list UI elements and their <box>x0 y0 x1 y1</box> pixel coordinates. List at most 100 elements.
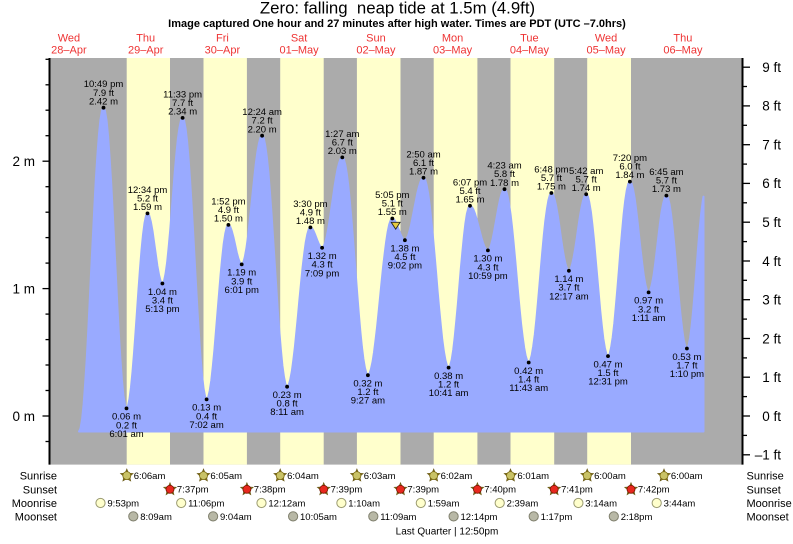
svg-text:1 ft: 1 ft <box>762 370 781 385</box>
svg-text:6.1 ft: 6.1 ft <box>413 158 434 169</box>
svg-text:1:59am: 1:59am <box>428 498 460 509</box>
svg-text:10:05am: 10:05am <box>300 512 337 523</box>
svg-text:Sunset: Sunset <box>23 484 57 496</box>
svg-text:6:01am: 6:01am <box>517 471 549 482</box>
svg-text:3.4 ft: 3.4 ft <box>152 295 173 306</box>
svg-text:1.87 m: 1.87 m <box>409 166 438 177</box>
svg-text:1.59 m: 1.59 m <box>133 202 162 213</box>
svg-text:9:02 pm: 9:02 pm <box>388 261 422 272</box>
svg-text:1.74 m: 1.74 m <box>572 183 601 194</box>
svg-text:5.4 ft: 5.4 ft <box>459 186 480 197</box>
svg-text:3.2 ft: 3.2 ft <box>638 304 659 315</box>
svg-text:11:09am: 11:09am <box>380 512 416 523</box>
svg-text:3:14am: 3:14am <box>585 498 617 509</box>
svg-text:6:03am: 6:03am <box>364 471 396 482</box>
svg-text:1:27 am: 1:27 am <box>325 129 359 140</box>
svg-text:Image captured One hour and 27: Image captured One hour and 27 minutes a… <box>168 18 626 30</box>
svg-text:1.50 m: 1.50 m <box>214 214 243 225</box>
svg-text:–1 ft: –1 ft <box>755 448 782 463</box>
svg-text:3:30 pm: 3:30 pm <box>293 199 327 210</box>
svg-text:7.9 ft: 7.9 ft <box>93 88 114 99</box>
svg-text:0.38 m: 0.38 m <box>434 371 463 382</box>
svg-text:Moonset: Moonset <box>747 511 789 523</box>
svg-text:6:07 pm: 6:07 pm <box>453 177 487 188</box>
svg-text:1.2 ft: 1.2 ft <box>357 387 378 398</box>
svg-text:Moonset: Moonset <box>15 511 57 523</box>
svg-text:1.30 m: 1.30 m <box>473 254 502 265</box>
svg-text:1.2 ft: 1.2 ft <box>438 380 459 391</box>
svg-text:28–Apr: 28–Apr <box>51 44 87 56</box>
svg-text:7.7 ft: 7.7 ft <box>172 98 193 109</box>
svg-text:1:10am: 1:10am <box>348 498 380 509</box>
svg-text:1:52 pm: 1:52 pm <box>211 196 245 207</box>
svg-text:7:39pm: 7:39pm <box>331 485 363 496</box>
svg-text:8:09am: 8:09am <box>140 512 172 523</box>
svg-text:7:02 am: 7:02 am <box>189 420 223 431</box>
svg-text:0.47 m: 0.47 m <box>593 359 622 370</box>
svg-text:3.7 ft: 3.7 ft <box>558 283 579 294</box>
svg-text:Tue: Tue <box>520 32 539 44</box>
svg-text:Thu: Thu <box>673 32 692 44</box>
svg-text:0 m: 0 m <box>12 409 35 424</box>
svg-text:8:11 am: 8:11 am <box>270 407 304 418</box>
svg-text:2 ft: 2 ft <box>762 331 781 346</box>
svg-text:Sunrise: Sunrise <box>20 471 57 483</box>
svg-text:9:04am: 9:04am <box>220 512 252 523</box>
svg-text:1 m: 1 m <box>12 281 35 296</box>
svg-text:0.2 ft: 0.2 ft <box>116 420 137 431</box>
svg-text:12:31 pm: 12:31 pm <box>588 377 628 388</box>
svg-text:6 ft: 6 ft <box>762 176 781 191</box>
svg-text:3 ft: 3 ft <box>762 293 781 308</box>
svg-text:3:44am: 3:44am <box>664 498 696 509</box>
svg-text:30–Apr: 30–Apr <box>205 44 241 56</box>
svg-text:2.42 m: 2.42 m <box>89 96 118 107</box>
svg-text:5.7 ft: 5.7 ft <box>576 174 597 185</box>
svg-text:Last Quarter | 12:50pm: Last Quarter | 12:50pm <box>396 526 499 537</box>
svg-text:1.5 ft: 1.5 ft <box>597 368 618 379</box>
svg-text:0.53 m: 0.53 m <box>672 352 701 363</box>
svg-text:6:05am: 6:05am <box>210 471 242 482</box>
svg-text:0.42 m: 0.42 m <box>514 366 543 377</box>
svg-text:12:24 am: 12:24 am <box>242 107 282 118</box>
svg-text:Fri: Fri <box>216 32 229 44</box>
svg-text:1.48 m: 1.48 m <box>296 216 325 227</box>
svg-text:10:59 pm: 10:59 pm <box>468 271 508 282</box>
svg-text:1.73 m: 1.73 m <box>652 184 681 195</box>
svg-text:0.32 m: 0.32 m <box>353 379 382 390</box>
svg-text:6:48 pm: 6:48 pm <box>534 165 568 176</box>
svg-text:9:53pm: 9:53pm <box>107 498 139 509</box>
svg-text:02–May: 02–May <box>356 44 396 56</box>
svg-text:0.23 m: 0.23 m <box>273 390 302 401</box>
svg-text:06–May: 06–May <box>663 44 703 56</box>
svg-text:5.1 ft: 5.1 ft <box>382 199 403 210</box>
svg-text:3.9 ft: 3.9 ft <box>231 276 252 287</box>
svg-text:0.8 ft: 0.8 ft <box>277 399 298 410</box>
svg-text:Sat: Sat <box>291 32 308 44</box>
svg-text:12:14pm: 12:14pm <box>461 512 498 523</box>
svg-text:7:39pm: 7:39pm <box>407 485 439 496</box>
svg-text:Thu: Thu <box>136 32 155 44</box>
svg-text:4.5 ft: 4.5 ft <box>394 252 415 263</box>
svg-text:11:33 pm: 11:33 pm <box>163 89 202 100</box>
svg-text:1.55 m: 1.55 m <box>378 207 407 218</box>
svg-text:6:02am: 6:02am <box>441 471 473 482</box>
svg-text:1:10 pm: 1:10 pm <box>670 369 704 380</box>
svg-text:1.4 ft: 1.4 ft <box>518 374 539 385</box>
svg-text:1.78 m: 1.78 m <box>490 178 519 189</box>
svg-text:03–May: 03–May <box>433 44 473 56</box>
svg-text:10:41 am: 10:41 am <box>429 388 469 399</box>
svg-text:6:06am: 6:06am <box>134 471 166 482</box>
svg-text:4:23 am: 4:23 am <box>487 161 521 172</box>
svg-text:11:43 am: 11:43 am <box>509 383 548 394</box>
svg-text:04–May: 04–May <box>510 44 550 56</box>
svg-text:4 ft: 4 ft <box>762 254 781 269</box>
svg-text:6:01 pm: 6:01 pm <box>225 285 259 296</box>
svg-text:1.14 m: 1.14 m <box>554 274 583 285</box>
svg-text:01–May: 01–May <box>280 44 320 56</box>
svg-text:5.8 ft: 5.8 ft <box>494 169 515 180</box>
svg-text:7.2 ft: 7.2 ft <box>252 116 273 127</box>
svg-text:Sun: Sun <box>366 32 386 44</box>
svg-text:12:17 am: 12:17 am <box>549 291 589 302</box>
svg-text:4.9 ft: 4.9 ft <box>218 205 239 216</box>
svg-text:12:34 pm: 12:34 pm <box>128 185 168 196</box>
